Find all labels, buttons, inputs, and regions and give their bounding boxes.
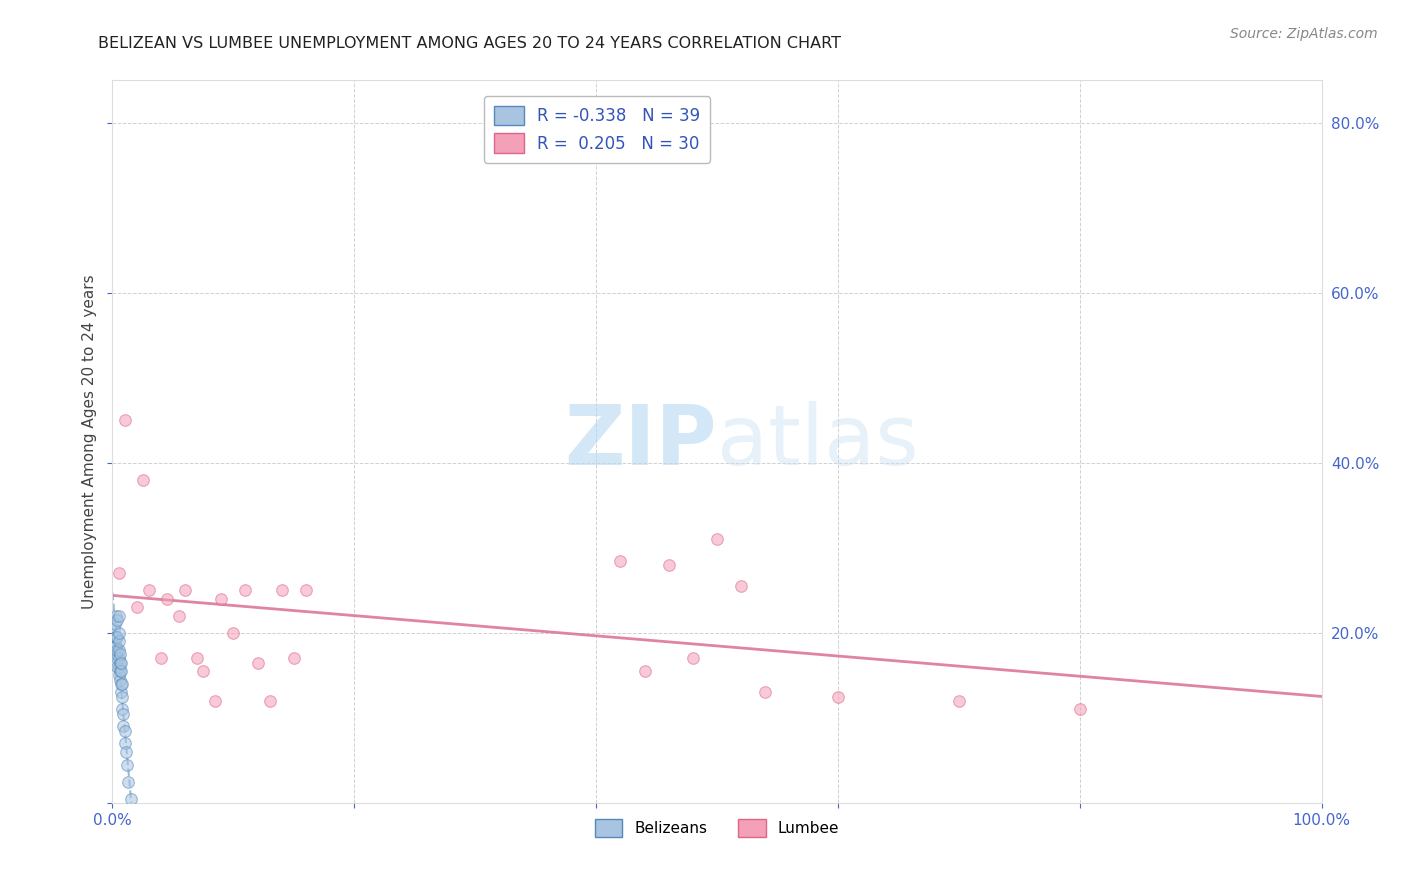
Point bbox=[108, 656, 131, 670]
Point bbox=[114, 723, 136, 738]
Point bbox=[948, 694, 970, 708]
Point bbox=[105, 651, 128, 665]
Point bbox=[110, 656, 132, 670]
Point bbox=[754, 685, 776, 699]
Point bbox=[112, 719, 135, 733]
Point bbox=[120, 791, 142, 805]
Point bbox=[186, 651, 208, 665]
Point bbox=[105, 647, 128, 661]
Point bbox=[105, 639, 128, 653]
Point bbox=[295, 583, 318, 598]
Point bbox=[107, 625, 129, 640]
Point bbox=[730, 579, 752, 593]
Point bbox=[114, 736, 136, 750]
Point bbox=[110, 685, 132, 699]
Point bbox=[112, 706, 135, 721]
Text: ZIP: ZIP bbox=[565, 401, 717, 482]
Point bbox=[682, 651, 704, 665]
Point bbox=[114, 413, 136, 427]
Point bbox=[167, 608, 190, 623]
Point bbox=[283, 651, 305, 665]
Y-axis label: Unemployment Among Ages 20 to 24 years: Unemployment Among Ages 20 to 24 years bbox=[82, 274, 97, 609]
Point bbox=[209, 591, 232, 606]
Point bbox=[138, 583, 160, 598]
Point bbox=[1069, 702, 1091, 716]
Point bbox=[125, 600, 148, 615]
Point bbox=[827, 690, 849, 704]
Point bbox=[114, 745, 136, 759]
Point bbox=[105, 613, 128, 627]
Point bbox=[149, 651, 172, 665]
Point bbox=[105, 660, 128, 674]
Point bbox=[132, 473, 155, 487]
Point bbox=[107, 608, 129, 623]
Point bbox=[156, 591, 179, 606]
Text: BELIZEAN VS LUMBEE UNEMPLOYMENT AMONG AGES 20 TO 24 YEARS CORRELATION CHART: BELIZEAN VS LUMBEE UNEMPLOYMENT AMONG AG… bbox=[98, 36, 841, 51]
Legend: Belizeans, Lumbee: Belizeans, Lumbee bbox=[586, 810, 848, 846]
Point bbox=[115, 757, 138, 772]
Point bbox=[107, 651, 129, 665]
Point bbox=[105, 642, 128, 657]
Point bbox=[117, 774, 139, 789]
Point bbox=[111, 677, 134, 691]
Point bbox=[105, 630, 128, 644]
Point bbox=[111, 702, 134, 716]
Point bbox=[105, 608, 128, 623]
Point bbox=[191, 664, 214, 678]
Point bbox=[270, 583, 292, 598]
Point bbox=[104, 617, 127, 632]
Point bbox=[107, 642, 129, 657]
Point bbox=[104, 639, 127, 653]
Point bbox=[174, 583, 197, 598]
Point bbox=[259, 694, 281, 708]
Point bbox=[107, 634, 129, 648]
Point bbox=[235, 583, 257, 598]
Point bbox=[104, 630, 127, 644]
Point bbox=[633, 664, 655, 678]
Point bbox=[107, 660, 129, 674]
Point bbox=[222, 625, 245, 640]
Point bbox=[107, 566, 129, 581]
Text: Source: ZipAtlas.com: Source: ZipAtlas.com bbox=[1230, 27, 1378, 41]
Point bbox=[658, 558, 681, 572]
Point bbox=[107, 668, 129, 682]
Point bbox=[105, 630, 128, 644]
Point bbox=[108, 647, 131, 661]
Point bbox=[103, 622, 125, 636]
Point bbox=[108, 673, 131, 687]
Point bbox=[246, 656, 269, 670]
Point bbox=[111, 690, 134, 704]
Point bbox=[204, 694, 226, 708]
Point bbox=[609, 553, 631, 567]
Point bbox=[108, 664, 131, 678]
Point bbox=[706, 533, 728, 547]
Point bbox=[110, 677, 132, 691]
Text: atlas: atlas bbox=[717, 401, 918, 482]
Point bbox=[110, 664, 132, 678]
